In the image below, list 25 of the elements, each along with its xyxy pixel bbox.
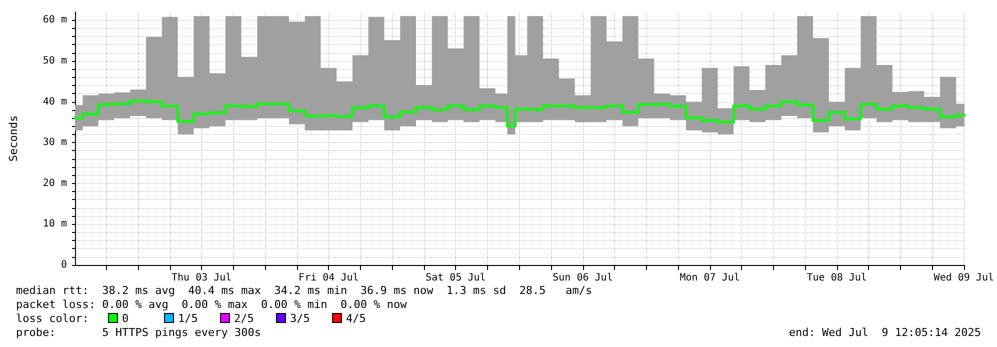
text: packet loss: 0.00 % avg 0.00 % max 0.00 % min 0.00 % now (16, 298, 407, 311)
x-tick-label: Thu 03 Jul (172, 272, 232, 284)
x-tick-label: Tue 08 Jul (806, 272, 867, 284)
y-tick-label: 20 m (42, 178, 67, 189)
y-tick-label: 40 m (42, 96, 67, 108)
y-tick-label: 50 m (42, 55, 67, 66)
text: loss color: (16, 312, 89, 325)
y-tick-label: 30 m (42, 137, 67, 148)
text: 2/5 (233, 312, 254, 325)
x-tick-label: Wed 09 Jul (934, 272, 994, 284)
x-tick-label: Sat 05 Jul (426, 272, 486, 284)
text: 0 (121, 312, 129, 325)
y-tick-label: 0 (60, 260, 67, 270)
text: end: Wed Jul 9 12:05:14 2025 (788, 326, 981, 339)
text: 4/5 (345, 312, 366, 325)
y-tick-label: 10 m (42, 218, 67, 230)
text: 3/5 (289, 312, 310, 325)
x-tick-label: Mon 07 Jul (680, 272, 740, 284)
text: probe: 5 HTTPS pings every 300s (16, 326, 262, 339)
y-axis-title: Seconds (7, 115, 20, 162)
text: median rtt: 38.2 ms avg 40.4 ms max 34.2 ms min 36.9 ms now 1.3 ms sd 28.5 am/s (16, 284, 592, 297)
text: 1/5 (177, 312, 198, 325)
y-tick-label: 60 m (42, 14, 67, 26)
x-tick-label: Sun 06 Jul (552, 272, 613, 284)
x-tick-label: Fri 04 Jul (298, 272, 359, 284)
